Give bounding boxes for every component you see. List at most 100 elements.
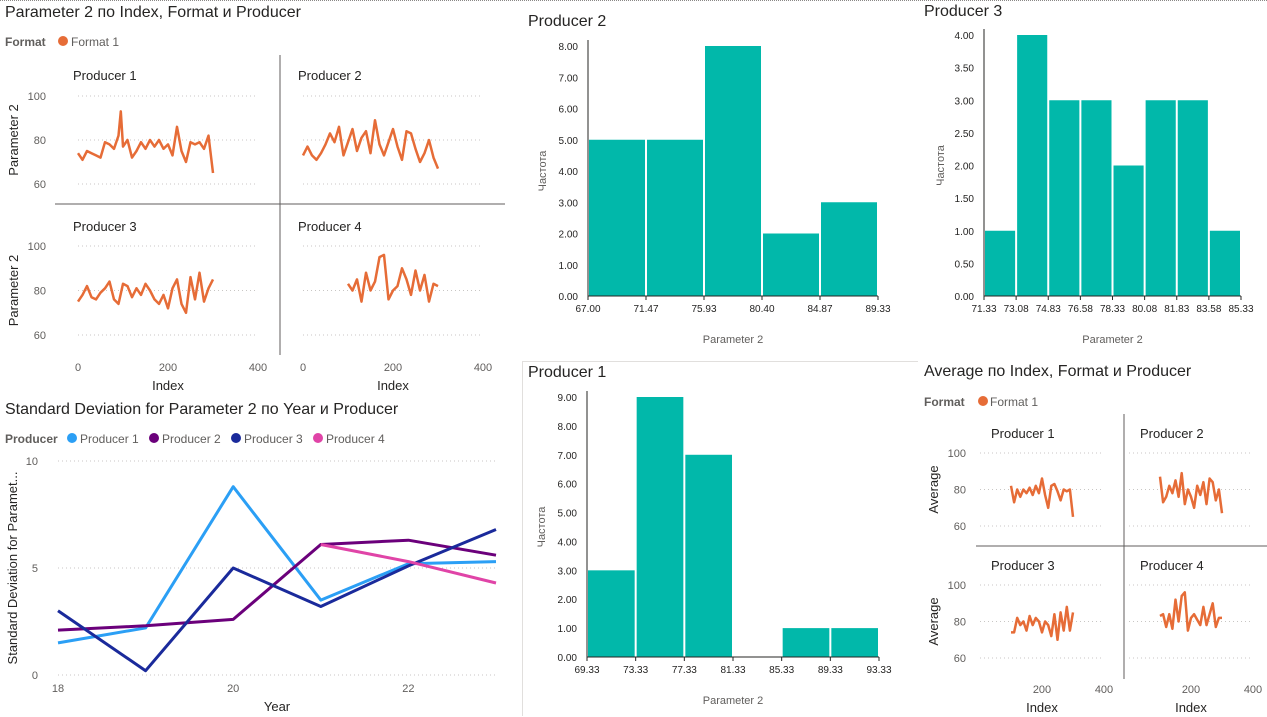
histogram-bar[interactable] [1081, 100, 1112, 296]
facet-title: Producer 2 [1140, 426, 1204, 441]
x-tick-label: 22 [402, 683, 414, 695]
x-tick-label: 73.33 [623, 665, 648, 676]
series-line-producer-1[interactable] [57, 485, 497, 645]
x-tick-label: 73.08 [1004, 304, 1029, 315]
x-tick-label: 77.33 [672, 665, 697, 676]
small-multiples-left-visual[interactable]: Parameter 2 по Index, Format и Producer … [0, 0, 510, 398]
x-tick-label: 83.58 [1196, 304, 1221, 315]
x-tick-label: 200 [159, 362, 177, 374]
x-axis-label: Parameter 2 [703, 334, 764, 346]
series-line-producer-4[interactable] [346, 253, 439, 303]
legend-item-producer-4[interactable]: Producer 4 [326, 432, 385, 446]
histogram-bar[interactable] [1049, 100, 1080, 296]
y-tick-label: 1.00 [558, 624, 578, 635]
histogram-producer3-canvas: 0.00 0.50 1.00 1.50 2.00 2.50 3.00 3.50 4.00 71.3… [935, 29, 1254, 346]
y-tick-label: 8.00 [559, 42, 579, 53]
series-line-producer-3[interactable] [76, 271, 215, 315]
legend-item-producer-1[interactable]: Producer 1 [80, 432, 139, 446]
series-line-producer-3[interactable] [57, 528, 497, 673]
x-tick-label: 80.40 [749, 304, 774, 315]
y-tick-label: 3.00 [955, 96, 975, 107]
histogram-bar[interactable] [985, 230, 1016, 296]
histogram-producer3-visual[interactable]: Producer 3 0.00 0.50 1.00 1.50 2.00 2.50 3.00 3… [918, 0, 1267, 352]
histogram-bar[interactable] [589, 139, 645, 296]
y-axis-label: Parameter 2 [6, 104, 21, 176]
legend-item-producer-2[interactable]: Producer 2 [162, 432, 221, 446]
histogram-bar[interactable] [647, 139, 703, 296]
x-axis-label: Index [1026, 700, 1058, 715]
y-tick-label: 6.00 [559, 105, 579, 116]
histogram-bar[interactable] [1113, 165, 1144, 297]
facet-title: Producer 4 [1140, 558, 1204, 573]
visual-title: Standard Deviation for Parameter 2 по Ye… [5, 401, 399, 418]
visual-title: Producer 2 [528, 13, 607, 30]
series-line-producer-4[interactable] [1159, 591, 1222, 632]
facet-title: Producer 3 [73, 219, 137, 234]
histogram-bar[interactable] [588, 570, 635, 657]
legend-label: Format [924, 395, 965, 409]
y-tick-label: 8.00 [558, 422, 578, 433]
x-tick-label: 200 [1182, 684, 1200, 696]
y-tick-label: 60 [954, 653, 966, 665]
legend-marker [313, 433, 323, 443]
x-tick-label: 85.33 [1228, 304, 1253, 315]
y-axis-label: Standard Deviation for Paramet... [5, 472, 20, 665]
legend-item-producer-3[interactable]: Producer 3 [244, 432, 303, 446]
y-axis-label: Parameter 2 [6, 255, 21, 327]
visual-title: Producer 1 [528, 364, 607, 381]
std-deviation-visual[interactable]: Standard Deviation for Parameter 2 по Ye… [0, 398, 510, 716]
histogram-producer2-canvas: 0.00 1.00 2.00 3.00 4.00 5.00 6.00 7.00 8.00 67.0… [537, 40, 891, 346]
x-tick-label: 400 [249, 362, 267, 374]
histogram-bar[interactable] [831, 628, 878, 657]
histogram-bar[interactable] [705, 46, 761, 296]
histogram-bar[interactable] [782, 628, 830, 657]
y-axis-label: Average [926, 465, 941, 513]
histogram-bar[interactable] [685, 454, 732, 657]
series-line-producer-1[interactable] [76, 110, 215, 174]
series-line-producer-3[interactable] [1011, 605, 1075, 642]
x-tick-label: 74.83 [1036, 304, 1061, 315]
y-tick-label: 60 [954, 521, 966, 533]
x-tick-label: 84.87 [807, 304, 832, 315]
x-axis-label: Parameter 2 [1082, 334, 1143, 346]
series-line-producer-2[interactable] [57, 538, 497, 632]
facet-title: Producer 4 [298, 219, 362, 234]
histogram-bar[interactable] [821, 202, 877, 296]
top-divider [0, 0, 1267, 1]
histogram-bar[interactable] [1177, 100, 1208, 296]
x-tick-label: 71.47 [633, 304, 658, 315]
y-tick-label: 1.50 [955, 194, 975, 205]
series-line-producer-4[interactable] [320, 543, 497, 585]
small-multiples-right-visual[interactable]: Average по Index, Format и Producer Form… [918, 361, 1267, 716]
histogram-producer1-visual[interactable]: Producer 1 0.00 1.00 2.00 3.00 4.00 5.00 6.00 7… [522, 361, 918, 716]
y-tick-label: 80 [34, 286, 46, 298]
y-tick-label: 2.00 [558, 595, 578, 606]
x-tick-label: 200 [384, 362, 402, 374]
legend-marker [67, 433, 77, 443]
y-tick-label: 100 [28, 91, 46, 103]
visual-title: Average по Index, Format и Producer [924, 363, 1192, 380]
legend-item[interactable]: Format 1 [990, 395, 1038, 409]
histogram-bar[interactable] [1209, 230, 1240, 296]
series-line-producer-2[interactable] [1158, 471, 1224, 514]
series-line-producer-1[interactable] [1009, 477, 1075, 518]
y-tick-label: 2.00 [955, 162, 975, 173]
x-tick-label: 400 [474, 362, 492, 374]
histogram-bar[interactable] [1017, 35, 1048, 296]
legend-item[interactable]: Format 1 [71, 35, 119, 49]
x-tick-label: 400 [1095, 684, 1113, 696]
histogram-bar[interactable] [1145, 100, 1176, 296]
histogram-bar[interactable] [763, 233, 819, 297]
series-line-producer-2[interactable] [301, 118, 440, 170]
y-tick-label: 60 [34, 330, 46, 342]
histogram-bar[interactable] [636, 397, 684, 657]
legend-marker [58, 36, 68, 46]
histogram-producer2-visual[interactable]: Producer 2 0.00 1.00 2.00 3.00 4.00 5.00 6.00 7… [520, 0, 910, 352]
x-tick-label: 93.33 [866, 665, 891, 676]
y-tick-label: 7.00 [558, 451, 578, 462]
x-axis-label: Index [1175, 700, 1207, 715]
visual-title: Parameter 2 по Index, Format и Producer [5, 4, 301, 21]
x-tick-label: 78.33 [1100, 304, 1125, 315]
y-tick-label: 0.00 [559, 292, 579, 303]
x-tick-label: 75.93 [691, 304, 716, 315]
